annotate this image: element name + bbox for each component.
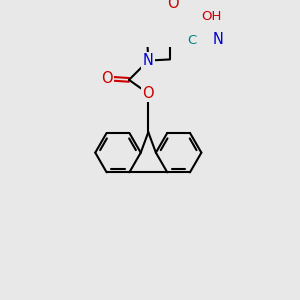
Text: O: O [142,86,154,101]
Text: OH: OH [201,10,222,23]
Text: O: O [167,0,179,11]
Text: C: C [187,34,196,47]
Text: N: N [212,32,223,47]
Text: O: O [101,71,113,86]
Text: N: N [143,53,154,68]
